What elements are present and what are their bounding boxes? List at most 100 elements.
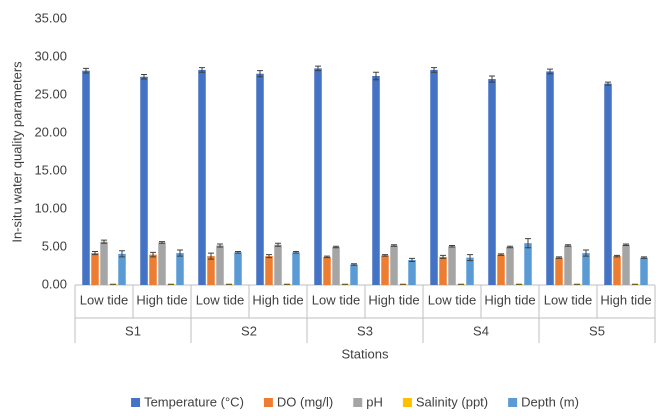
bar [546,71,554,285]
error-bar [623,243,629,246]
legend-swatch [508,398,518,407]
bar [408,259,416,285]
x-tick-label: High tide [600,292,651,307]
bar [176,253,184,285]
x-tick-label: Low tide [80,292,128,307]
error-bar [409,257,415,262]
error-bar [150,251,156,258]
error-bar [431,67,437,73]
error-bar [525,238,531,249]
bar [198,69,206,285]
error-bar [315,65,321,72]
x-axis-title: Stations [342,346,389,361]
error-bar [507,245,513,249]
error-bar [556,256,562,259]
y-tick-label: 10.00 [34,200,67,215]
error-bar [141,73,147,80]
bar [372,76,380,285]
error-bar [449,244,455,248]
error-bar [614,254,620,258]
bar [448,246,456,285]
x-tick-label: High tide [368,292,419,307]
legend-label: Temperature (°C) [144,394,244,409]
error-bar [351,263,357,266]
error-bar [266,254,272,259]
bar [350,264,358,285]
bar [582,253,590,285]
y-axis-title: In-situ water quality parameters [9,61,24,243]
error-bar [101,239,107,244]
x-tick-label: Low tide [428,292,476,307]
bar [149,254,157,285]
error-bar [159,241,165,244]
x-tick-label: High tide [252,292,303,307]
bar [91,253,99,285]
error-bar [235,251,241,254]
y-tick-label: 0.00 [42,276,67,291]
x-tick-label: High tide [136,292,187,307]
legend-swatch [263,398,273,407]
legend-label: Salinity (ppt) [416,394,488,409]
bar [497,254,505,285]
error-bar [467,254,473,262]
bar [140,76,148,285]
y-tick-label: 20.00 [34,124,67,139]
y-tick-label: 15.00 [34,162,67,177]
legend-label: pH [366,394,383,409]
bar [82,70,90,286]
error-bar [208,252,214,260]
error-bar [177,249,183,257]
bar [381,255,389,285]
y-tick-label: 30.00 [34,48,67,63]
bar [466,257,474,285]
y-tick-label: 5.00 [42,238,67,253]
bar [234,252,242,285]
bar [555,257,563,285]
bar [390,245,398,285]
bar [158,242,166,285]
error-bar [83,67,89,74]
error-bar [275,242,281,247]
bar [564,245,572,285]
x-group-label: S4 [473,323,489,338]
bar [506,247,514,285]
bar [274,244,282,285]
x-tick-label: Low tide [312,292,360,307]
bar [640,257,648,285]
error-bar [391,244,397,247]
x-group-label: S1 [125,323,141,338]
legend-swatch [353,398,363,407]
error-bar [565,244,571,247]
bar [332,247,340,285]
legend-label: DO (mg/l) [277,394,333,409]
bar [314,68,322,286]
error-bar [333,245,339,249]
error-bar [641,256,647,259]
error-bar [257,70,263,78]
bar [488,79,496,285]
error-bar [547,68,553,75]
error-bar [217,243,223,248]
error-bar [324,255,330,259]
bar [439,256,447,285]
error-bar [382,254,388,257]
error-bar [583,249,589,257]
bar [256,73,264,285]
bar [323,256,331,285]
y-tick-label: 25.00 [34,86,67,101]
error-bar [605,81,611,86]
error-bar [293,251,299,254]
x-tick-label: High tide [484,292,535,307]
bar [524,243,532,285]
x-tick-label: Low tide [196,292,244,307]
bar [100,241,108,285]
x-group-label: S3 [357,323,373,338]
x-group-label: S5 [589,323,605,338]
legend-swatch [131,398,141,407]
error-bar [498,253,504,256]
x-group-label: S2 [241,323,257,338]
error-bar [92,251,98,256]
bar [216,245,224,285]
legend-swatch [402,398,412,407]
